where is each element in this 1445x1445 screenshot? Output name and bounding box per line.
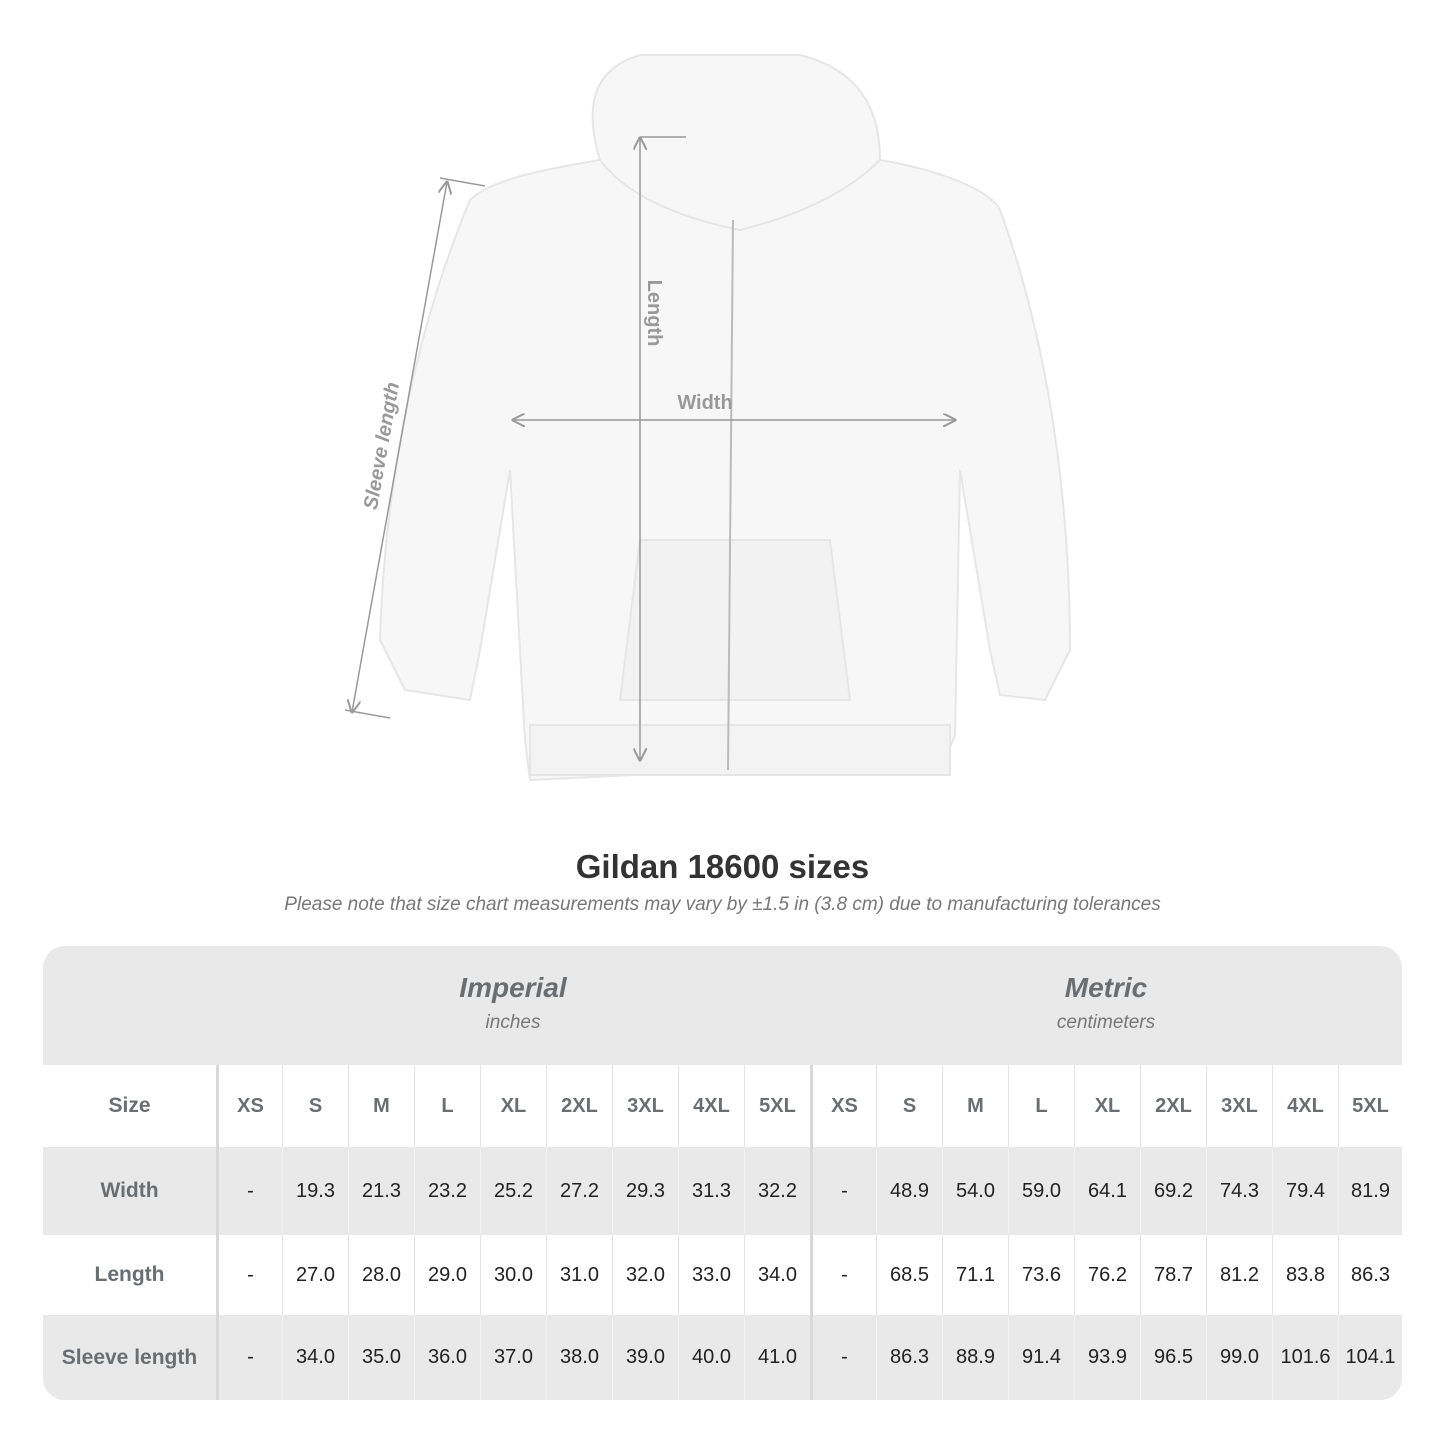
imperial-value-cell: 29.3	[612, 1147, 678, 1235]
metric-value-cell: 64.1	[1074, 1147, 1140, 1235]
metric-value-cell: 83.8	[1272, 1235, 1338, 1315]
metric-unit: centimeters	[1056, 1012, 1156, 1033]
imperial-value-cell: 37.0	[480, 1315, 546, 1400]
imperial-value-cell: 27.0	[282, 1235, 348, 1315]
imperial-value-cell: 31.0	[546, 1235, 612, 1315]
imperial-size-header: XL	[480, 1065, 546, 1147]
imperial-value-cell: 35.0	[348, 1315, 414, 1400]
metric-value-cell: -	[810, 1315, 876, 1400]
imperial-value-cell: 28.0	[348, 1235, 414, 1315]
imperial-size-header: 5XL	[744, 1065, 810, 1147]
table-row: Sleeve length -34.0 35.0 36.0 37.0 38.0 39.0 40…	[43, 1315, 1402, 1400]
imperial-value-cell: 27.2	[546, 1147, 612, 1235]
metric-size-header: S	[876, 1065, 942, 1147]
metric-value-cell: 86.3	[876, 1315, 942, 1400]
metric-value-cell: 101.6	[1272, 1315, 1338, 1400]
metric-value-cell: 78.7	[1140, 1235, 1206, 1315]
metric-value-cell: 48.9	[876, 1147, 942, 1235]
imperial-size-header: 3XL	[612, 1065, 678, 1147]
imperial-value-cell: 32.0	[612, 1235, 678, 1315]
metric-size-header: 4XL	[1272, 1065, 1338, 1147]
metric-size-header: 3XL	[1206, 1065, 1272, 1147]
sleeve-arrow	[352, 182, 447, 712]
imperial-size-header: L	[414, 1065, 480, 1147]
size-header-row: Size XS S M L XL 2XL 3XL 4XL 5XL XS S M L XL 2XL 3XL 4XL 5…	[43, 1065, 1402, 1147]
imperial-value-cell: 40.0	[678, 1315, 744, 1400]
table-row: Length -27.0 28.0 29.0 30.0 31.0 32.0 33.0 34.0-…	[43, 1235, 1402, 1315]
imperial-value-cell: 38.0	[546, 1315, 612, 1400]
imperial-unit: inches	[485, 1012, 541, 1033]
row-label: Length	[94, 1263, 165, 1286]
metric-value-cell: -	[810, 1147, 876, 1235]
metric-size-header: 2XL	[1140, 1065, 1206, 1147]
metric-value-cell: 81.2	[1206, 1235, 1272, 1315]
metric-value-cell: 59.0	[1008, 1147, 1074, 1235]
row-label: Width	[100, 1179, 159, 1202]
width-label: Width	[677, 392, 732, 414]
row-label: Sleeve length	[61, 1345, 198, 1369]
imperial-value-cell: 29.0	[414, 1235, 480, 1315]
metric-header: Metric centimeters	[810, 946, 1402, 1065]
imperial-value-cell: 39.0	[612, 1315, 678, 1400]
size-table: Imperial inches Metric centimeters Size X…	[43, 946, 1402, 1400]
imperial-value-cell: -	[216, 1315, 282, 1400]
metric-size-header: L	[1008, 1065, 1074, 1147]
metric-value-cell: 81.9	[1338, 1147, 1402, 1235]
row-label: Size	[108, 1094, 151, 1117]
imperial-value-cell: -	[216, 1147, 282, 1235]
metric-value-cell: -	[810, 1235, 876, 1315]
imperial-size-header: 2XL	[546, 1065, 612, 1147]
metric-value-cell: 91.4	[1008, 1315, 1074, 1400]
metric-value-cell: 69.2	[1140, 1147, 1206, 1235]
imperial-value-cell: 34.0	[744, 1235, 810, 1315]
metric-value-cell: 68.5	[876, 1235, 942, 1315]
metric-title: Metric	[1064, 972, 1148, 1003]
metric-size-header: XS	[810, 1065, 876, 1147]
metric-value-cell: 93.9	[1074, 1315, 1140, 1400]
imperial-value-cell: 34.0	[282, 1315, 348, 1400]
imperial-value-cell: 32.2	[744, 1147, 810, 1235]
metric-size-header: 5XL	[1338, 1065, 1402, 1147]
metric-value-cell: 76.2	[1074, 1235, 1140, 1315]
imperial-value-cell: -	[216, 1235, 282, 1315]
imperial-size-header: M	[348, 1065, 414, 1147]
length-label: Length	[643, 280, 665, 347]
metric-size-header: M	[942, 1065, 1008, 1147]
table-row: Width -19.3 21.3 23.2 25.2 27.2 29.3 31.3 32.2-4…	[43, 1147, 1402, 1235]
page-title: Gildan 18600 sizes	[575, 848, 870, 885]
metric-value-cell: 104.1	[1338, 1315, 1402, 1400]
imperial-title: Imperial	[459, 972, 567, 1003]
hoodie-diagram: Length Width Sleeve length	[344, 54, 1072, 782]
imperial-value-cell: 23.2	[414, 1147, 480, 1235]
imperial-size-header: S	[282, 1065, 348, 1147]
zipper	[727, 219, 734, 771]
imperial-value-cell: 19.3	[282, 1147, 348, 1235]
hoodie-illustration	[378, 54, 1072, 782]
imperial-size-header: 4XL	[678, 1065, 744, 1147]
imperial-value-cell: 36.0	[414, 1315, 480, 1400]
metric-value-cell: 74.3	[1206, 1147, 1272, 1235]
metric-value-cell: 79.4	[1272, 1147, 1338, 1235]
metric-value-cell: 86.3	[1338, 1235, 1402, 1315]
imperial-value-cell: 21.3	[348, 1147, 414, 1235]
metric-value-cell: 73.6	[1008, 1235, 1074, 1315]
imperial-value-cell: 25.2	[480, 1147, 546, 1235]
metric-value-cell: 71.1	[942, 1235, 1008, 1315]
imperial-value-cell: 30.0	[480, 1235, 546, 1315]
imperial-value-cell: 33.0	[678, 1235, 744, 1315]
imperial-value-cell: 31.3	[678, 1147, 744, 1235]
imperial-size-header: XS	[216, 1065, 282, 1147]
metric-value-cell: 54.0	[942, 1147, 1008, 1235]
imperial-header: Imperial inches	[216, 946, 810, 1065]
metric-value-cell: 99.0	[1206, 1315, 1272, 1400]
imperial-value-cell: 41.0	[744, 1315, 810, 1400]
tolerance-note: Please note that size chart measurements…	[284, 894, 1161, 915]
metric-size-header: XL	[1074, 1065, 1140, 1147]
metric-value-cell: 88.9	[942, 1315, 1008, 1400]
metric-value-cell: 96.5	[1140, 1315, 1206, 1400]
